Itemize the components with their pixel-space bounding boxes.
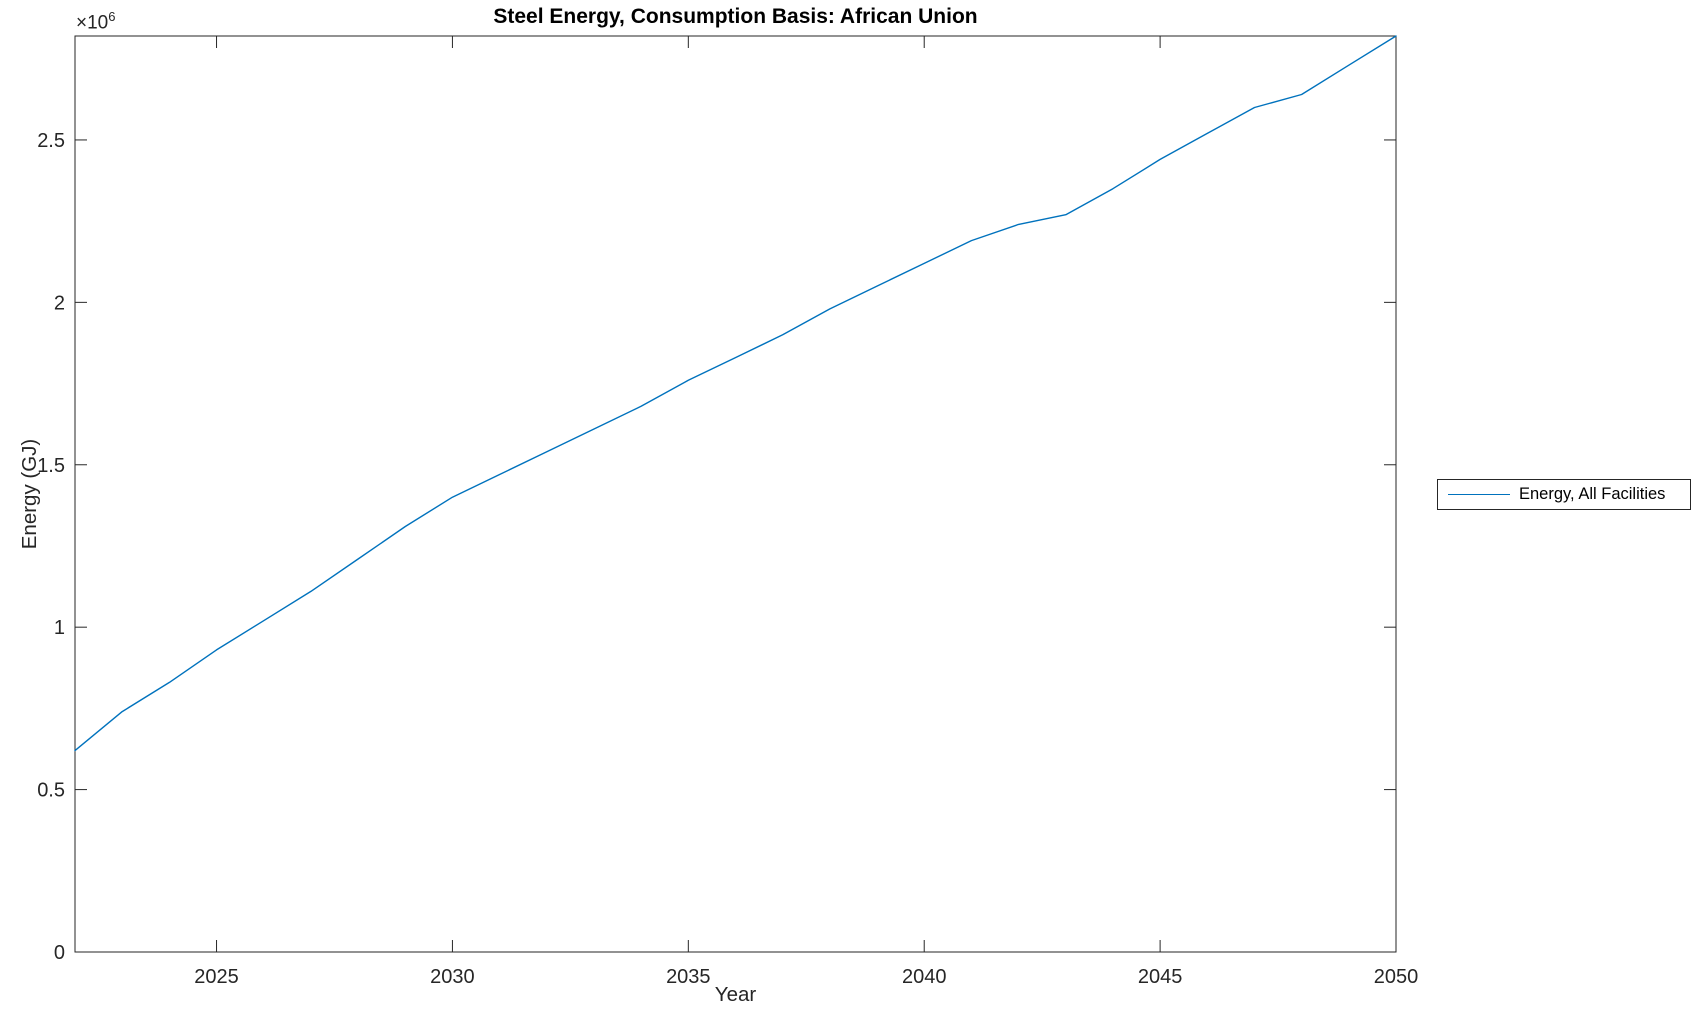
axes-box [74,35,1397,953]
legend-line-sample [1448,494,1510,495]
x-tick-label: 2025 [194,966,239,988]
y-axis-exponent-label: ×106 [76,9,115,34]
y-axis-exponent-power: 6 [108,9,116,24]
x-tick-label: 2045 [1138,966,1183,988]
chart-title: Steel Energy, Consumption Basis: African… [493,5,978,28]
legend-entry-label: Energy, All Facilities [1519,485,1666,503]
x-axis-label: Year [714,983,757,1006]
x-tick-label: 2050 [1374,966,1419,988]
series-line [74,35,1397,752]
x-tick-label: 2030 [430,966,475,988]
y-tick-label: 0.5 [37,780,65,802]
legend: Energy, All Facilities [1437,479,1691,510]
y-tick-label: 1.5 [37,455,65,477]
y-axis-exponent-base: ×10 [76,12,109,34]
y-tick-label: 0 [54,942,65,964]
x-tick-label: 2035 [666,966,711,988]
x-tick-label: 2040 [902,966,947,988]
y-tick-label: 2.5 [37,130,65,152]
y-axis-label: Energy (GJ) [18,438,41,550]
y-tick-label: 1 [54,617,65,639]
y-tick-label: 2 [54,292,65,314]
